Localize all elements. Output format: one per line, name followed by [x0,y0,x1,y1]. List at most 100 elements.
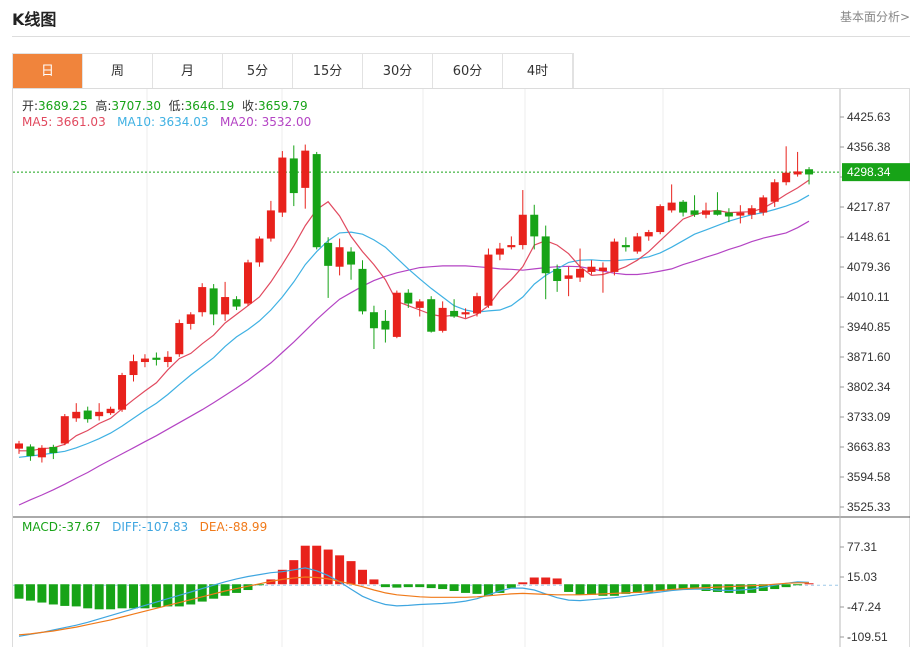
macd-bar [380,584,390,588]
low-label: 低: [168,99,185,113]
macd-bar [163,584,173,607]
price-tick-label: 4010.11 [847,290,890,304]
candle-body [198,287,207,313]
macd-tick-label: 77.31 [847,540,877,554]
macd-bar [83,584,93,609]
macd-tick-label: 15.03 [847,570,877,584]
macd-bar [770,584,780,590]
header-divider [12,36,910,37]
price-tick-label: 4148.61 [847,230,891,244]
price-tick-label: 3802.34 [847,380,891,394]
candle-body [633,236,642,252]
candle-body [26,446,35,457]
macd-bar [151,584,161,608]
candle-body [713,210,722,215]
candle-body [702,210,710,215]
candle-body [209,288,218,315]
period-tabs: 日 周 月 5分 15分 30分 60分 4时 [12,53,574,89]
tab-5min[interactable]: 5分 [223,54,293,89]
macd-bar [575,584,585,595]
candle-body [118,375,127,410]
tab-15min[interactable]: 15分 [293,54,363,89]
price-tick-label: 4079.36 [847,260,891,274]
macd-bar [449,584,459,591]
tab-week[interactable]: 周 [83,54,153,89]
candle-body [427,299,436,332]
ma20-label: MA20: [219,115,258,129]
macd-bar [506,584,516,589]
chart-frame [12,88,910,647]
candle-body [232,299,241,307]
macd-bar [667,584,677,591]
candle-body [404,292,413,304]
candle-body [530,214,539,237]
candle-body [83,410,92,420]
close-value: 3659.79 [257,99,308,113]
macd-tick-label: -47.24 [847,600,881,614]
ma5-label: MA5: [22,115,53,129]
candle-body [518,214,527,246]
candle-body [484,254,493,306]
candle-body [461,312,470,315]
tab-month[interactable]: 月 [153,54,223,89]
macd-label: MACD: [22,520,63,534]
fundamental-analysis-link[interactable]: 基本面分析> [839,10,910,24]
candle-body [140,358,149,363]
macd-bar [781,584,791,588]
macd-bar [392,584,402,588]
dea-value: -88.99 [228,520,268,534]
macd-bar [541,577,551,585]
tab-day[interactable]: 日 [13,54,83,89]
low-value: 3646.19 [184,99,235,113]
header: K线图 基本面分析> [0,0,913,38]
price-tick-label: 3525.33 [847,500,891,514]
candle-body [129,361,138,376]
macd-bar [483,584,493,596]
tab-60min[interactable]: 60分 [433,54,503,89]
macd-bar [209,584,219,599]
page-title: K线图 [12,10,57,29]
price-tick-label: 3871.60 [847,350,891,364]
macd-bar [346,561,356,585]
candle-body [610,241,619,272]
macd-bar [300,545,310,585]
candle-body [473,296,481,314]
candle-body [450,310,459,317]
tab-4hour[interactable]: 4时 [503,54,573,89]
macd-bar [403,584,413,588]
tab-30min[interactable]: 30分 [363,54,433,89]
macd-bar [94,584,104,610]
candle-body [358,268,367,312]
macd-bar [277,569,287,585]
macd-bar [48,584,58,605]
macd-bar [598,584,608,596]
macd-bar [461,584,471,593]
candle-body [95,411,104,417]
macd-bar [644,584,654,593]
macd-tick-label: -109.51 [847,630,888,644]
current-price-label: 4298.34 [847,165,891,179]
candle-body [438,307,447,331]
candle-body [747,208,756,215]
open-value: 3689.25 [38,99,88,113]
candle-body [37,447,46,458]
macd-bar [335,555,345,585]
candle-body [667,202,676,211]
macd-bar [426,584,436,589]
macd-bar [14,584,24,599]
candle-body [152,357,161,360]
macd-bar [609,584,619,596]
macd-bar [243,584,253,591]
price-tick-label: 3940.85 [847,320,891,334]
macd-bar [712,584,722,592]
macd-bar [587,584,596,595]
macd-legend: MACD:-37.67 DIFF:-107.83 DEA:-88.99 [22,520,267,534]
candle-body [392,292,401,337]
macd-bar [518,582,528,585]
price-tick-label: 4356.38 [847,140,891,154]
close-label: 收: [241,99,258,113]
candle-body [553,268,562,282]
candle-body [289,158,298,194]
candle-body [221,297,230,315]
